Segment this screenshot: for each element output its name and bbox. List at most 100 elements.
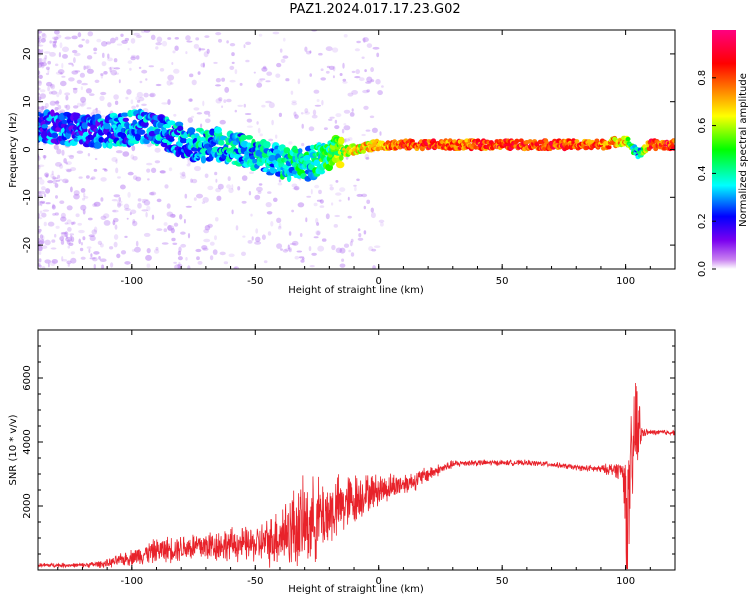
spectrogram-speckle (78, 229, 85, 234)
spectrogram-speckle (80, 96, 87, 103)
spectrogram-speckle (40, 200, 43, 207)
spectrogram-speckle (141, 198, 149, 202)
spectrogram-speckle (71, 35, 78, 40)
spectrogram-cell (325, 163, 333, 172)
spectrogram-speckle (237, 104, 244, 107)
spectrogram-speckle (51, 170, 54, 175)
spectrogram-cell (162, 123, 171, 129)
spectrogram-speckle (273, 197, 278, 202)
spectrogram-speckle (378, 219, 385, 223)
spectrogram-speckle (93, 251, 100, 255)
spectrogram-speckle (234, 109, 237, 113)
spectrogram-speckle (180, 243, 187, 248)
x-tick-label: 0 (376, 576, 382, 587)
spectrogram-speckle (67, 154, 75, 158)
spectrogram-speckle (103, 71, 108, 75)
spectrogram-speckle (203, 238, 211, 243)
spectrogram-speckle (203, 51, 209, 58)
spectrogram-speckle (334, 119, 338, 124)
spectrogram-speckle (275, 134, 278, 139)
spectrogram-speckle (267, 231, 272, 236)
spectrogram-speckle (376, 52, 380, 58)
spectrogram-speckle (167, 99, 171, 105)
spectrogram-speckle (276, 62, 282, 68)
spectrogram-cell (297, 148, 303, 154)
spectrogram-speckle (78, 44, 84, 48)
spectrogram-speckle (347, 196, 350, 201)
spectrogram-speckle (319, 199, 324, 204)
spectrogram-speckle (64, 222, 69, 225)
spectrogram-speckle (239, 82, 243, 86)
spectrogram-speckle (171, 214, 176, 218)
spectrogram-speckle (256, 82, 263, 88)
spectrogram-cell (283, 147, 291, 154)
spectrogram-speckle (113, 217, 119, 223)
spectrogram-speckle (288, 231, 292, 236)
y-tick-label: 10 (22, 95, 33, 108)
spectrogram-speckle (305, 217, 308, 223)
spectrogram-speckle (197, 71, 201, 75)
spectrogram-speckle (347, 92, 354, 97)
x-tick-label: -100 (120, 576, 143, 587)
spectrogram-cell (361, 149, 366, 154)
spectrogram-speckle (117, 202, 122, 208)
spectrogram-speckle (151, 167, 157, 173)
spectrogram-speckle (86, 175, 90, 179)
spectrogram-speckle (47, 60, 51, 65)
spectrogram-speckle (78, 238, 81, 245)
spectrogram-speckle (39, 210, 43, 214)
y-tick-label: -10 (22, 189, 33, 205)
spectrogram-speckle (338, 199, 342, 202)
spectrogram-cell (269, 168, 278, 174)
spectrogram-speckle (41, 105, 44, 111)
spectrogram-speckle (41, 186, 46, 191)
spectrogram-speckle (306, 195, 312, 198)
spectrogram-speckle (44, 102, 49, 109)
spectrogram-speckle (59, 200, 65, 204)
spectrogram-speckle (326, 65, 331, 69)
spectrogram-speckle (309, 265, 315, 268)
spectrogram-speckle (80, 204, 87, 211)
spectrogram-speckle (86, 246, 92, 249)
spectrogram-speckle (215, 187, 222, 193)
spectrogram-speckle (201, 201, 205, 204)
spectrogram-speckle (291, 240, 299, 246)
spectrogram-speckle (87, 153, 91, 157)
spectrogram-speckle (52, 44, 57, 49)
spectrogram-speckle (196, 193, 203, 199)
colorbar-tick-label: 0.0 (697, 261, 708, 277)
colorbar-tick-label: 0.4 (697, 165, 708, 181)
spectrogram-speckle (154, 160, 161, 164)
spectrogram-speckle (58, 89, 62, 95)
spectrogram-speckle (54, 30, 60, 35)
spectrogram-speckle (305, 50, 312, 55)
spectrogram-speckle (369, 115, 375, 119)
spectrogram-speckle (167, 224, 172, 231)
spectrogram-speckle (180, 174, 187, 179)
spectrogram-speckle (140, 30, 146, 34)
spectrogram-speckle (276, 243, 283, 249)
spectrogram-speckle (96, 38, 102, 43)
spectrogram-speckle (113, 94, 119, 100)
spectrogram-speckle (115, 167, 119, 174)
spectrogram-speckle (113, 58, 118, 63)
spectrogram-speckle (65, 104, 71, 111)
spectrogram-cell (218, 140, 225, 146)
spectrogram-speckle (299, 233, 303, 237)
spectrogram-cell (144, 139, 150, 144)
y-tick-label: 20 (22, 48, 33, 61)
spectrogram-speckle (206, 48, 210, 54)
spectrogram-speckle (200, 62, 205, 68)
spectrogram-speckle (60, 231, 67, 235)
spectrogram-speckle (85, 88, 92, 94)
spectrogram-speckle (197, 261, 203, 265)
spectrogram-speckle (254, 241, 262, 245)
spectrogram-speckle (204, 173, 209, 179)
spectrogram-speckle (61, 149, 65, 156)
spectrogram-speckle (83, 65, 86, 71)
spectrogram-speckle (251, 236, 254, 241)
spectrogram-cell (122, 117, 129, 123)
spectrogram-speckle (315, 230, 321, 236)
spectrogram-speckle (68, 77, 75, 82)
spectrogram-speckle (370, 67, 374, 73)
